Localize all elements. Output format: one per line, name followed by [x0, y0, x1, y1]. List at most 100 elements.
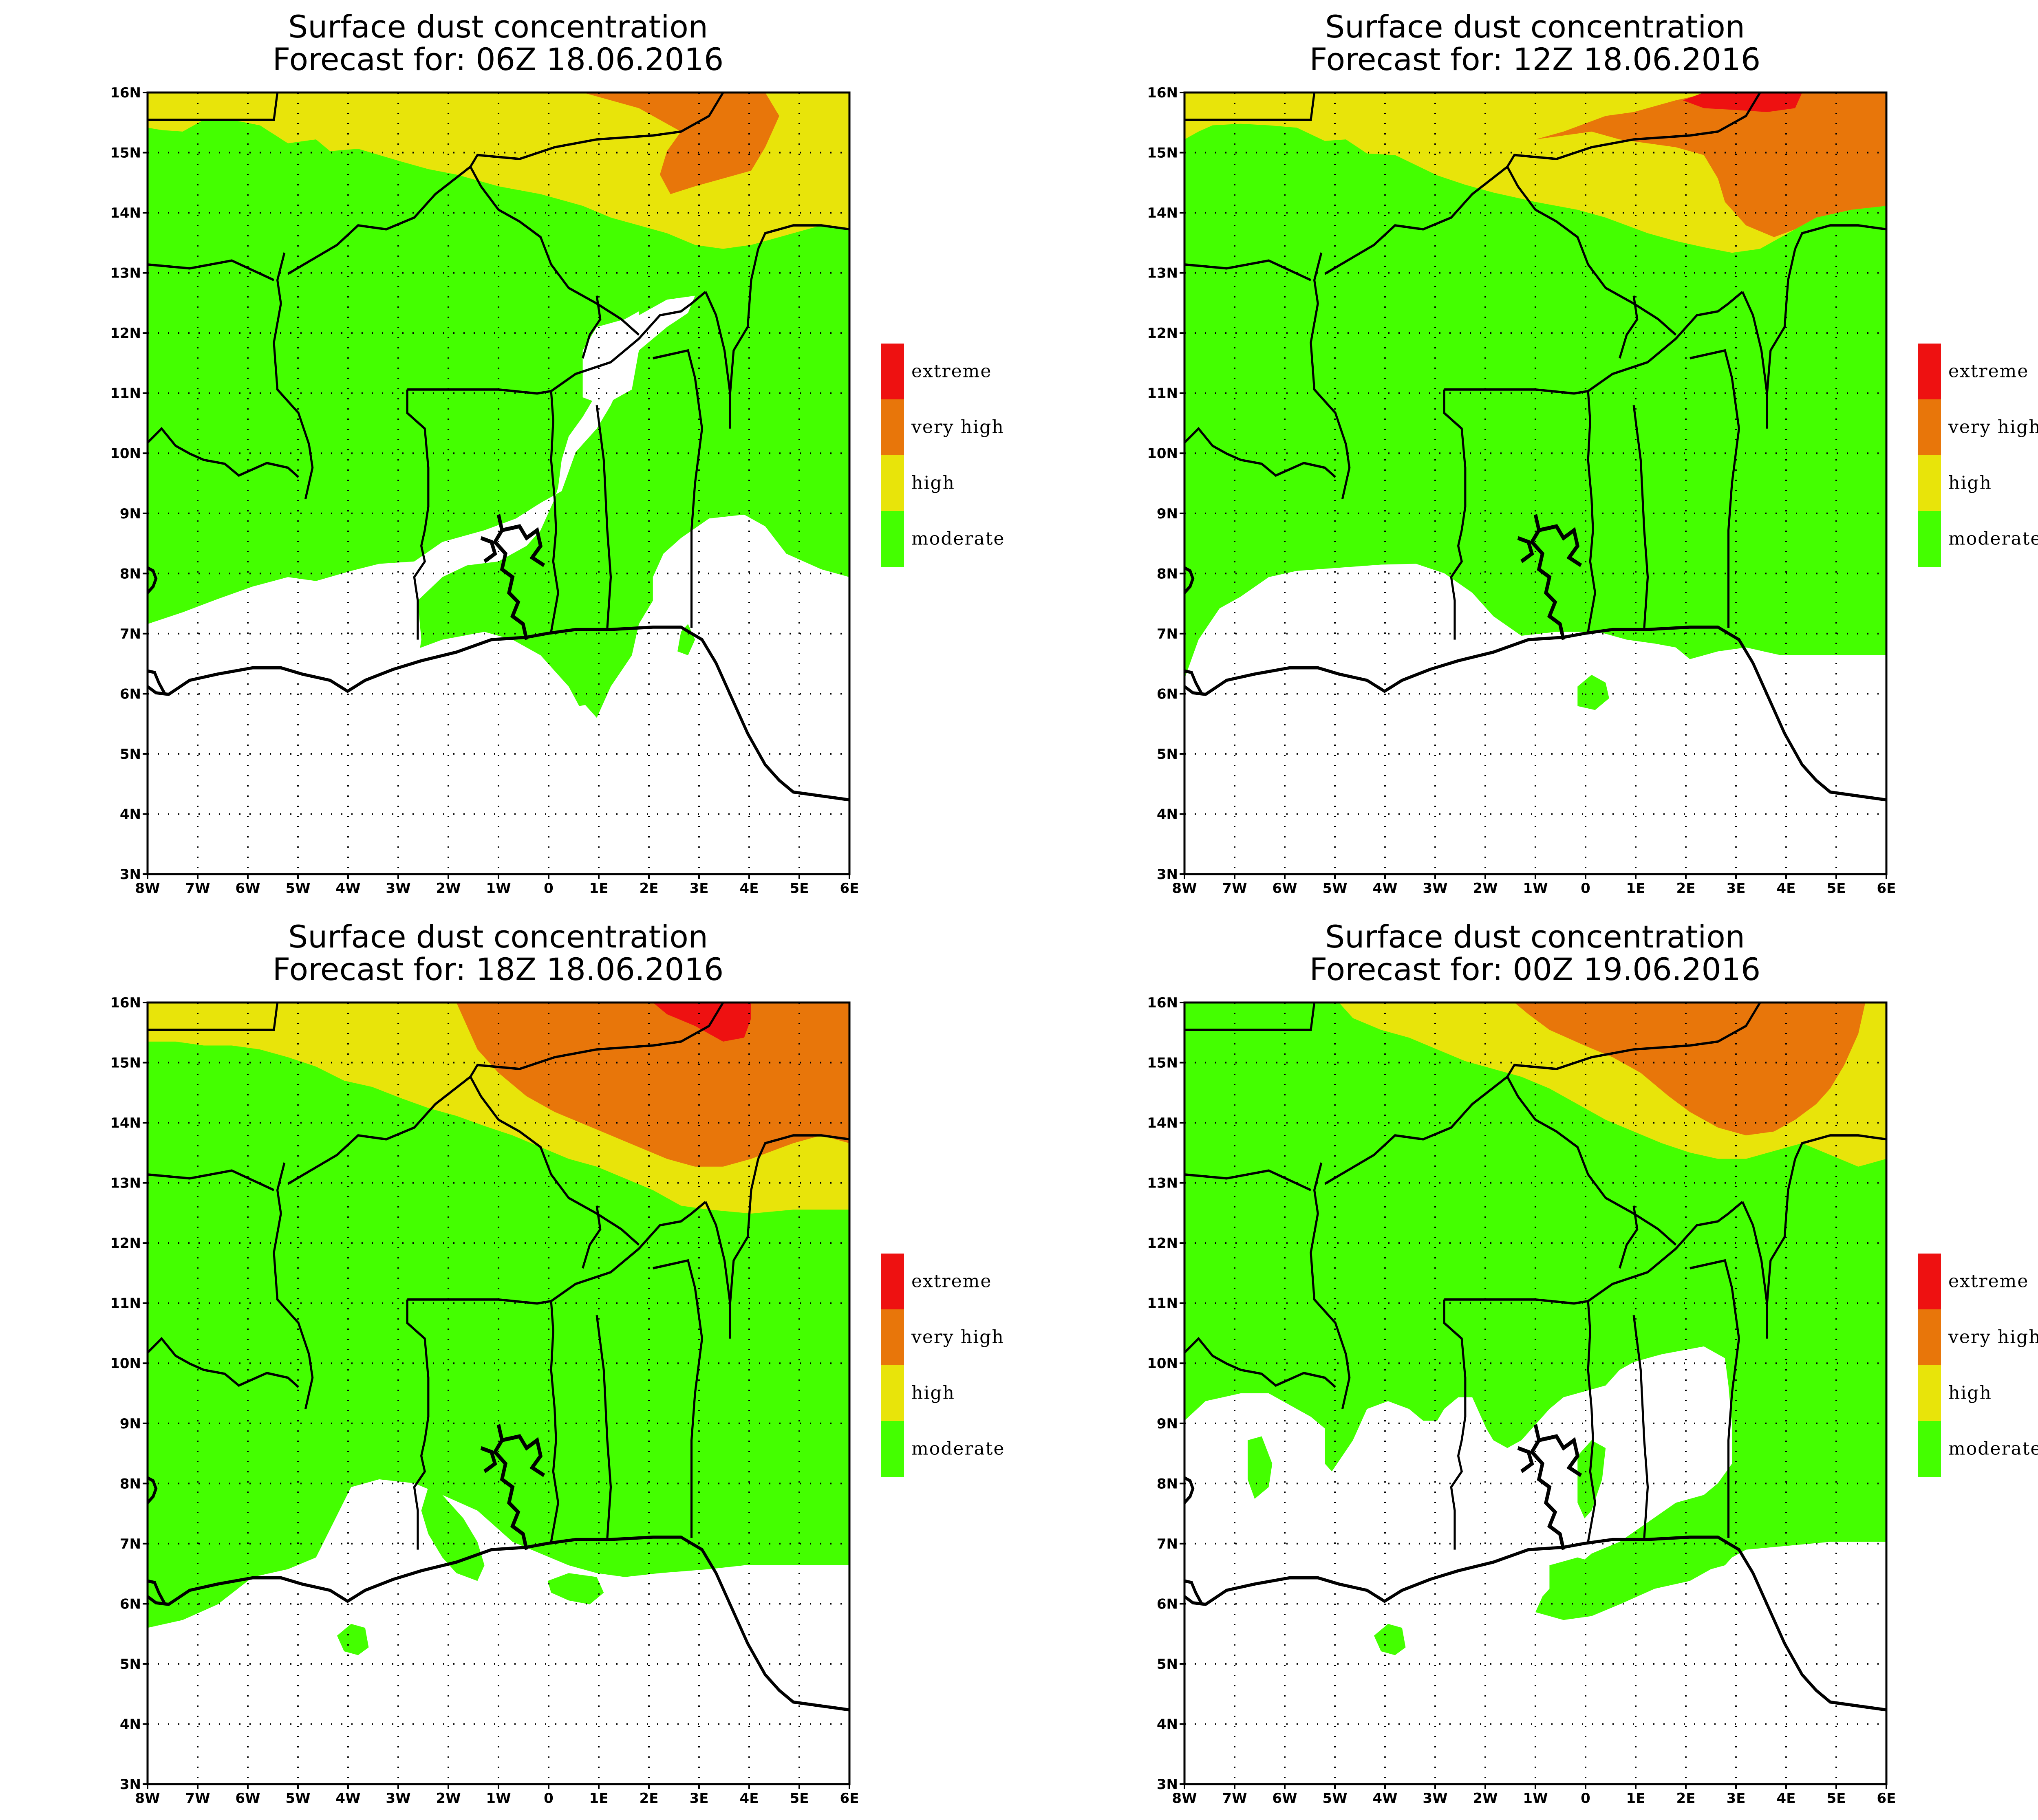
- x-tick-label: 2W: [1473, 880, 1498, 897]
- y-tick-label: 14N: [1147, 205, 1178, 221]
- panel-title: Surface dust concentration: [1325, 919, 1745, 955]
- y-tick-label: 5N: [1157, 746, 1178, 762]
- legend-swatch: [881, 399, 904, 455]
- x-tick-label: 3W: [1423, 1790, 1447, 1807]
- x-tick-label: 5W: [1322, 1790, 1347, 1807]
- y-tick-label: 16N: [110, 85, 141, 101]
- legend-swatch: [1918, 399, 1941, 455]
- y-tick-label: 12N: [1147, 1235, 1178, 1252]
- panel-axes: 8W 7W 6W 5W 4W 3W 2W 1W 0 1E 2E 3E 4E 5E 6E 16N 15N 14N 13…: [1147, 995, 2038, 1807]
- panel-title: Surface dust concentration: [1325, 9, 1745, 45]
- y-tick-label: 4N: [1157, 1716, 1178, 1732]
- y-tick-label: 10N: [1147, 445, 1178, 462]
- y-tick-label: 15N: [110, 1055, 141, 1071]
- y-tick-label: 7N: [1157, 626, 1178, 642]
- legend-swatch: [881, 1309, 904, 1365]
- legend-swatch: [1918, 511, 1941, 567]
- x-tick-label: 6W: [235, 1790, 260, 1807]
- legend-swatch: [881, 455, 904, 511]
- legend-swatch: [1918, 455, 1941, 511]
- y-tick-label: 9N: [120, 506, 141, 522]
- panel-subtitle: Forecast for: 00Z 19.06.2016: [1310, 951, 1761, 987]
- legend-swatch: [1918, 1309, 1941, 1365]
- y-tick-label: 5N: [1157, 1656, 1178, 1672]
- panel-subtitle: Forecast for: 06Z 18.06.2016: [273, 41, 724, 77]
- panel-subtitle: Forecast for: 12Z 18.06.2016: [1310, 41, 1761, 77]
- y-tick-label: 15N: [1147, 1055, 1178, 1071]
- y-tick-label: 14N: [1147, 1115, 1178, 1131]
- x-tick-label: 4E: [740, 1790, 759, 1807]
- y-tick-label: 6N: [120, 1596, 141, 1612]
- x-tick-label: 2W: [436, 880, 461, 897]
- y-tick-label: 7N: [120, 626, 141, 642]
- y-tick-label: 13N: [1147, 265, 1178, 282]
- y-tick-label: 10N: [110, 445, 141, 462]
- y-tick-label: 7N: [120, 1536, 141, 1552]
- legend-label: extreme: [911, 1271, 992, 1292]
- y-tick-label: 15N: [1147, 145, 1178, 161]
- y-tick-label: 7N: [1157, 1536, 1178, 1552]
- x-tick-label: 2E: [640, 880, 659, 897]
- x-tick-label: 6E: [1877, 880, 1896, 897]
- y-tick-label: 13N: [110, 265, 141, 282]
- y-tick-label: 8N: [1157, 1476, 1178, 1492]
- legend-label: very high: [911, 417, 1004, 438]
- legend-swatch: [881, 344, 904, 399]
- panel-title: Surface dust concentration: [288, 919, 708, 955]
- legend-label: moderate: [911, 1439, 1005, 1459]
- x-tick-label: 1E: [589, 1790, 609, 1807]
- x-tick-label: 0: [1581, 1790, 1590, 1807]
- x-tick-label: 2W: [1473, 1790, 1498, 1807]
- x-tick-label: 1W: [1523, 880, 1548, 897]
- x-tick-label: 6W: [235, 880, 260, 897]
- x-tick-label: 3E: [1727, 1790, 1746, 1807]
- x-tick-label: 7W: [1222, 880, 1247, 897]
- legend-swatch: [1918, 1365, 1941, 1421]
- forecast-panel-18z: Surface dust concentration Forecast for:…: [146, 919, 851, 1785]
- legend-label: high: [911, 1383, 955, 1404]
- y-tick-label: 6N: [120, 686, 141, 702]
- legend-swatch: [881, 1365, 904, 1421]
- y-tick-label: 12N: [1147, 325, 1178, 342]
- x-tick-label: 1W: [486, 1790, 511, 1807]
- x-tick-label: 5E: [790, 1790, 809, 1807]
- legend-swatch: [881, 1254, 904, 1309]
- dust-map: [1184, 93, 1886, 874]
- y-tick-label: 16N: [1147, 995, 1178, 1011]
- x-tick-label: 1W: [486, 880, 511, 897]
- x-tick-label: 6E: [840, 1790, 859, 1807]
- axes-and-legends: 8W 7W 6W 5W 4W 3W 2W 1W 0 1E 2E 3E 4E 5E 6E 16N 15N 14N 13…: [110, 85, 2038, 1807]
- legend-label: moderate: [1948, 1439, 2038, 1459]
- panel-title: Surface dust concentration: [288, 9, 708, 45]
- y-tick-label: 9N: [1157, 1416, 1178, 1432]
- y-tick-label: 4N: [120, 1716, 141, 1732]
- x-tick-label: 8W: [135, 1790, 160, 1807]
- x-tick-label: 3W: [386, 1790, 410, 1807]
- y-tick-label: 6N: [1157, 1596, 1178, 1612]
- x-tick-label: 0: [1581, 880, 1590, 897]
- dust-map: [148, 93, 849, 874]
- y-tick-label: 11N: [110, 386, 141, 402]
- concentration-legend: extreme very high high moderate: [1918, 1254, 2038, 1477]
- x-tick-label: 4W: [1372, 1790, 1397, 1807]
- y-tick-label: 12N: [110, 1235, 141, 1252]
- y-tick-label: 8N: [120, 1476, 141, 1492]
- panel-subtitle: Forecast for: 18Z 18.06.2016: [273, 951, 724, 987]
- x-tick-label: 1E: [589, 880, 609, 897]
- y-tick-label: 9N: [1157, 506, 1178, 522]
- x-tick-label: 3W: [386, 880, 410, 897]
- y-tick-label: 11N: [1147, 1296, 1178, 1312]
- x-tick-label: 4W: [335, 1790, 360, 1807]
- x-tick-label: 5E: [1827, 1790, 1846, 1807]
- x-tick-label: 5W: [285, 880, 310, 897]
- legend-swatch: [1918, 1254, 1941, 1309]
- legend-label: very high: [911, 1327, 1004, 1348]
- y-tick-label: 15N: [110, 145, 141, 161]
- x-tick-label: 3E: [690, 880, 709, 897]
- x-tick-label: 0: [544, 1790, 554, 1807]
- legend-swatch: [1918, 1421, 1941, 1477]
- x-tick-label: 0: [544, 880, 554, 897]
- x-tick-label: 5W: [1322, 880, 1347, 897]
- x-tick-label: 2W: [436, 1790, 461, 1807]
